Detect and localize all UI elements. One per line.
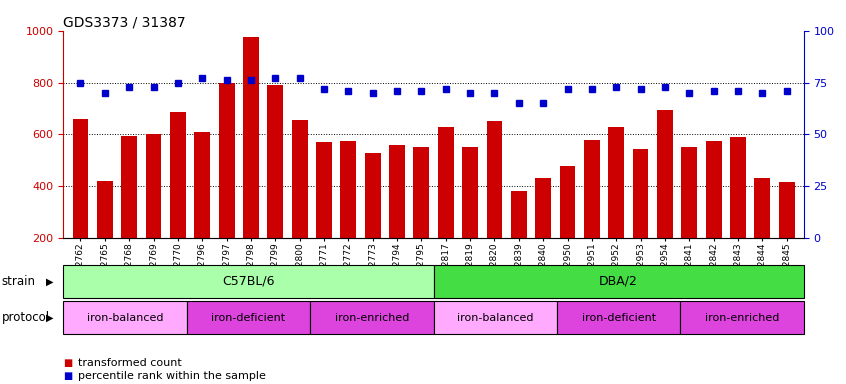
Text: DBA/2: DBA/2	[599, 275, 638, 288]
Text: iron-deficient: iron-deficient	[581, 313, 656, 323]
Bar	[755, 179, 770, 290]
Bar	[218, 83, 234, 290]
Bar	[608, 127, 624, 290]
Text: C57BL/6: C57BL/6	[222, 275, 275, 288]
Bar	[316, 142, 332, 290]
Bar	[195, 132, 210, 290]
Bar	[730, 137, 746, 290]
Bar	[584, 139, 600, 290]
Bar	[340, 141, 356, 290]
Bar	[778, 182, 794, 290]
Text: ▶: ▶	[46, 276, 53, 286]
Bar	[243, 37, 259, 290]
Bar	[657, 110, 673, 290]
Bar	[536, 179, 551, 290]
Bar	[170, 113, 186, 290]
Text: strain: strain	[2, 275, 36, 288]
Bar	[292, 120, 308, 290]
Text: protocol: protocol	[2, 311, 50, 324]
Bar	[633, 149, 649, 290]
Bar	[559, 166, 575, 290]
Bar	[414, 147, 429, 290]
Text: ■: ■	[63, 358, 73, 368]
Bar	[146, 134, 162, 290]
Text: iron-balanced: iron-balanced	[457, 313, 534, 323]
Text: iron-enriched: iron-enriched	[335, 313, 409, 323]
Text: iron-deficient: iron-deficient	[212, 313, 286, 323]
Bar	[73, 119, 89, 290]
Bar	[681, 147, 697, 290]
Bar	[267, 85, 283, 290]
Bar	[706, 141, 722, 290]
Bar	[511, 191, 527, 290]
Bar	[121, 136, 137, 290]
Text: iron-balanced: iron-balanced	[87, 313, 163, 323]
Text: percentile rank within the sample: percentile rank within the sample	[78, 371, 266, 381]
Text: transformed count: transformed count	[78, 358, 182, 368]
Text: ▶: ▶	[46, 313, 53, 323]
Text: ■: ■	[63, 371, 73, 381]
Bar	[438, 127, 453, 290]
Bar	[97, 181, 113, 290]
Bar	[365, 152, 381, 290]
Bar	[462, 147, 478, 290]
Text: GDS3373 / 31387: GDS3373 / 31387	[63, 16, 186, 30]
Text: iron-enriched: iron-enriched	[705, 313, 779, 323]
Bar	[486, 121, 503, 290]
Bar	[389, 145, 405, 290]
